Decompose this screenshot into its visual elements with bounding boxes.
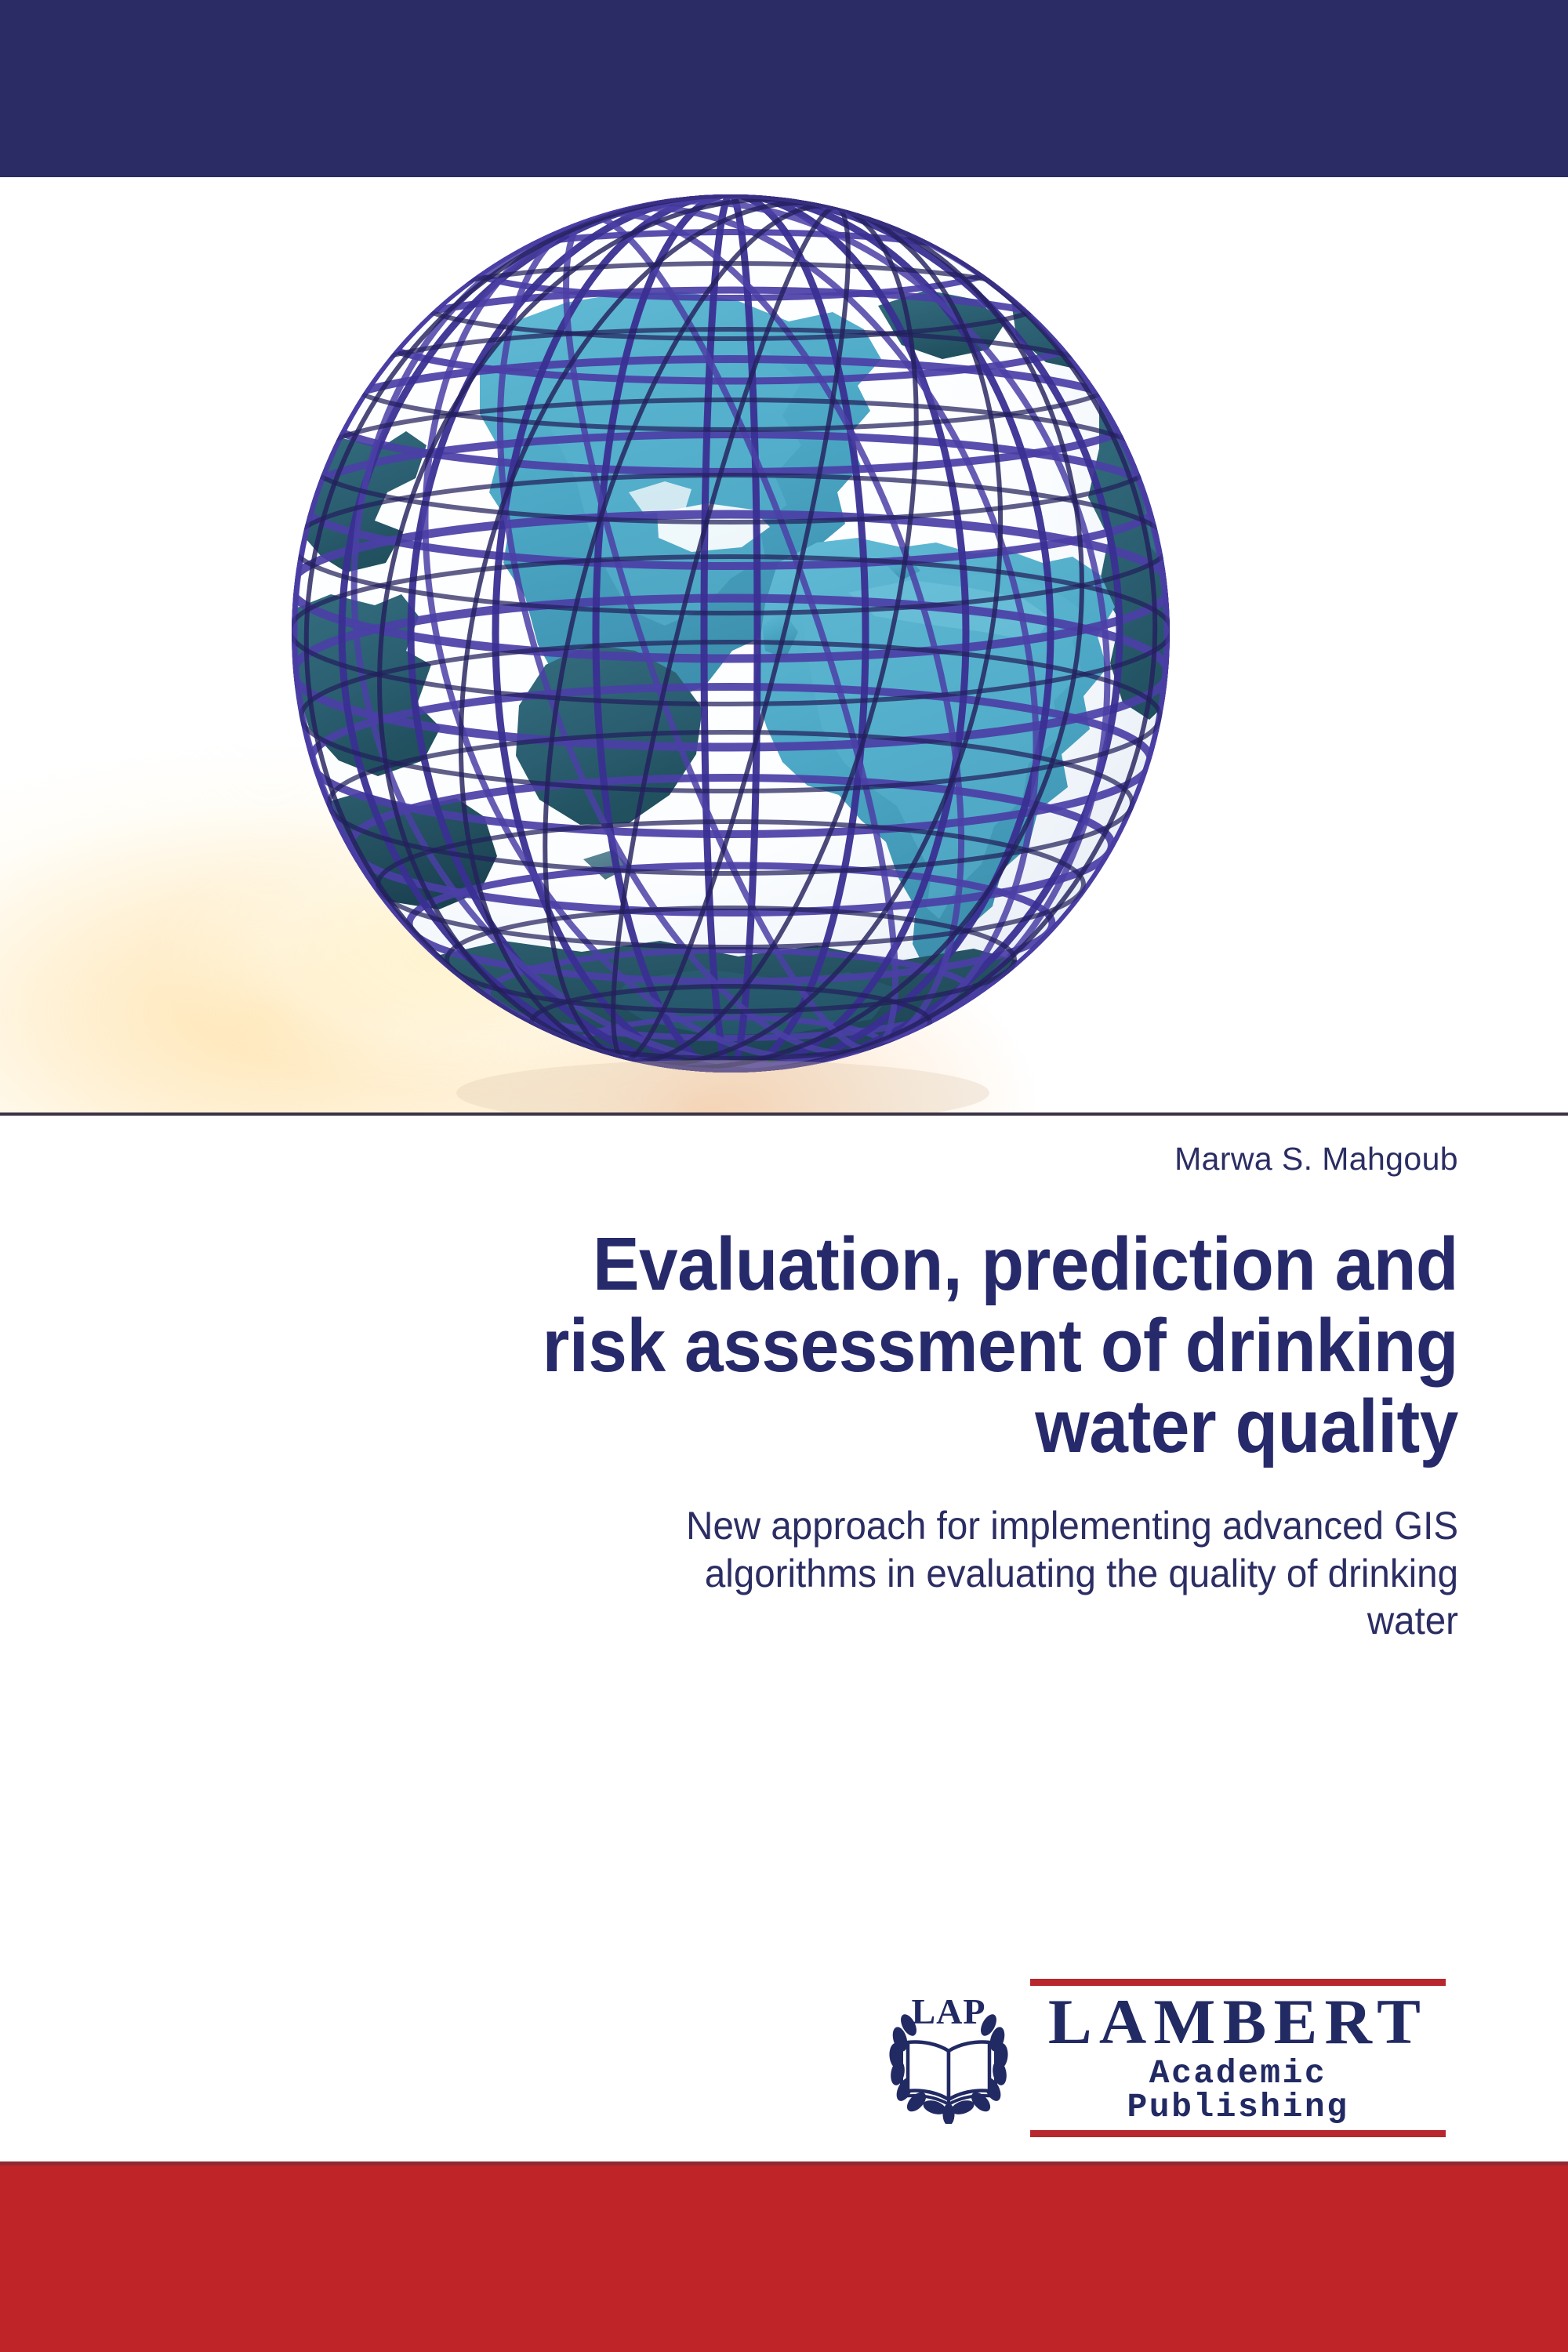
laurel-wreath-open-book-icon: LAP xyxy=(889,1992,1008,2124)
cover-text-block: Marwa S. Mahgoub Evaluation, prediction … xyxy=(0,1129,1568,1645)
globe-illustration xyxy=(221,177,1240,1115)
top-color-band xyxy=(0,0,1568,177)
book-subtitle-line: algorithms in evaluating the quality of … xyxy=(704,1551,1458,1595)
book-title-line: water quality xyxy=(1035,1385,1458,1469)
logo-rule-top xyxy=(1030,1978,1446,1986)
book-title-line: Evaluation, prediction and xyxy=(592,1222,1459,1307)
publisher-name: LAMBERT xyxy=(1047,1985,1428,2057)
author-name: Marwa S. Mahgoub xyxy=(1174,1141,1458,1177)
book-subtitle-line: New approach for implementing advanced G… xyxy=(686,1504,1458,1548)
bottom-color-band xyxy=(0,2165,1568,2352)
logo-rule-bottom xyxy=(1030,2130,1446,2138)
publisher-logo: LAP xyxy=(878,1978,1458,2138)
book-subtitle-line: water xyxy=(1367,1599,1458,1643)
cover-artwork-area xyxy=(0,177,1568,1115)
book-subtitle: New approach for implementing advanced G… xyxy=(177,1502,1458,1645)
book-title: Evaluation, prediction and risk assessme… xyxy=(204,1222,1459,1469)
artwork-divider-rule xyxy=(0,1112,1568,1116)
wireframe-globe-icon xyxy=(292,194,1170,1115)
publisher-tagline: Academic Publishing xyxy=(1127,2054,1349,2127)
svg-text:LAP: LAP xyxy=(912,1992,986,2031)
book-title-line: risk assessment of drinking xyxy=(542,1303,1459,1388)
bottom-band-hairline xyxy=(0,2161,1568,2165)
publisher-wordmark: LAMBERT Academic Publishing xyxy=(1030,1978,1446,2138)
